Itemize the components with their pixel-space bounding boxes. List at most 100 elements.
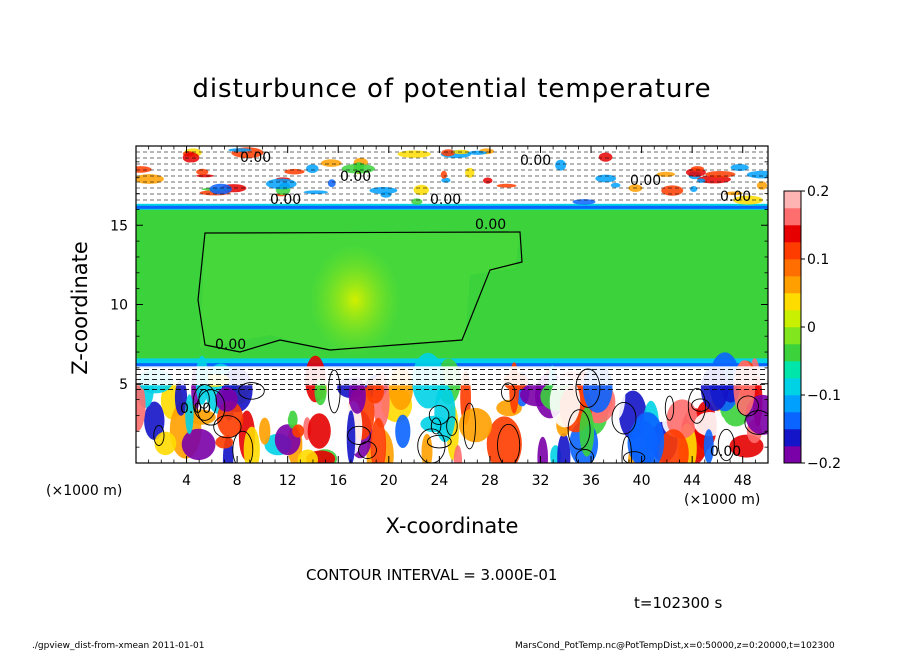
field-upper-cell [756, 181, 768, 190]
colorbar-tick-label: 0.1 [807, 252, 829, 268]
x-axis: 4 8 12 16 20 24 28 32 36 40 44 48 [148, 146, 756, 489]
contour-loop [575, 368, 601, 408]
x-tick-label: 24 [430, 473, 448, 489]
x-tick-label: 8 [233, 473, 242, 489]
contour-loop [687, 387, 706, 424]
field-upper-cell [746, 170, 768, 179]
field-upper-cell [182, 162, 201, 171]
contour-loop [622, 451, 646, 463]
colorbar-swatch [784, 378, 801, 396]
field-upper-cell [265, 178, 297, 190]
contour-label: 0.00 [215, 337, 246, 353]
field-upper-cell [397, 150, 431, 158]
field-upper-cell [327, 179, 336, 188]
field-convective-cell [557, 433, 571, 463]
contour-label: 0.00 [180, 401, 211, 417]
colorbar-swatch [784, 310, 801, 328]
field-upper-cell [413, 184, 429, 196]
colorbar-swatch [784, 344, 801, 362]
colorbar-swatch [784, 395, 801, 413]
colorbar-swatch [784, 446, 801, 464]
contour-label: 0.00 [520, 153, 551, 169]
colorbar-swatch [784, 191, 801, 209]
heatmap-field [136, 146, 768, 463]
y-axis: 5 10 15 [110, 161, 768, 448]
field-convective-cell [346, 410, 356, 463]
field-convective-cell [136, 379, 146, 432]
field-upper-cell [496, 183, 517, 188]
field-convective-cell [370, 417, 387, 463]
contour-loop [213, 415, 242, 439]
contour-label: 0.00 [630, 173, 661, 189]
field-upper-cell [705, 171, 736, 178]
contour-label: 0.00 [720, 189, 751, 205]
x-tick-label: 16 [329, 473, 347, 489]
field-convective-cell [181, 428, 216, 461]
contour-lines [136, 151, 768, 463]
contour-loop [497, 423, 521, 463]
field-upper-cell [196, 174, 214, 178]
field-convective-cell [185, 394, 194, 435]
x-tick-label: 20 [380, 473, 398, 489]
colorbar-swatch [784, 225, 801, 243]
field-upper-cell [136, 174, 164, 184]
field-convective-cell [703, 429, 714, 463]
contour-loop [196, 389, 226, 426]
field-upper-cell [468, 150, 487, 155]
field-upper-cell [306, 164, 319, 174]
contour-loop [327, 369, 341, 414]
field-upper-cell [507, 170, 524, 178]
colorbar-tick-label: −0.2 [807, 456, 841, 472]
colorbar-swatch [784, 293, 801, 311]
field-upper-cell [440, 170, 447, 179]
x-tick-label: 12 [279, 473, 297, 489]
field-upper-cell [380, 191, 392, 198]
x-scale-label-left: (×1000 m) [46, 483, 123, 499]
contour-loop [737, 395, 759, 417]
x-tick-label: 48 [734, 473, 752, 489]
colorbar-swatch [784, 242, 801, 260]
field-upper-cell [209, 183, 232, 195]
field-upper-cell [690, 186, 698, 192]
field-convective-cell [598, 431, 613, 451]
colorbar-swatch [784, 259, 801, 277]
contour-loop [611, 401, 637, 435]
field-convective-cell [579, 407, 595, 457]
contour-loop [575, 449, 595, 463]
colorbar-swatch [784, 276, 801, 294]
field-convective-cell [630, 412, 665, 463]
x-tick-label: 28 [481, 473, 499, 489]
contour-label: 0.00 [710, 444, 741, 460]
field-upper-cell [598, 152, 613, 162]
field-warm-core [310, 245, 400, 355]
contour-interval-label: CONTOUR INTERVAL = 3.000E-01 [306, 566, 558, 584]
footer-script-info: ./gpview_dist-from-xmean 2011-01-01 [32, 641, 205, 651]
field-upper-cell [303, 190, 328, 194]
chart-title: disturbunce of potential temperature [192, 74, 712, 104]
contour-label: 0.00 [475, 217, 506, 233]
contour-loop [428, 405, 450, 425]
field-convective-cell [453, 445, 463, 463]
y-axis-label: Z-coordinate [68, 241, 92, 375]
y-tick-label: 15 [110, 218, 128, 234]
field-upper-cell [182, 152, 200, 163]
contour-loop [621, 435, 633, 463]
field-upper-boundary-core [136, 205, 768, 209]
contour-loop [664, 395, 675, 421]
colorbar-tick-label: 0 [807, 320, 816, 336]
contour-loop [192, 384, 217, 421]
x-tick-label: 4 [182, 473, 191, 489]
footer-file-info: MarsCond_PotTemp.nc@PotTempDist,x=0:5000… [515, 641, 835, 651]
x-tick-label: 40 [633, 473, 651, 489]
field-convective-cell [395, 414, 411, 448]
field-upper-cell [595, 174, 617, 183]
field-upper-cell [572, 199, 596, 205]
field-convective-cell [421, 433, 433, 463]
colorbar: 0.2 0.1 0 −0.1 −0.2 [783, 184, 841, 472]
field-upper-cell [555, 159, 566, 171]
field-convective-cell [348, 377, 366, 414]
field-upper-cell [411, 198, 423, 205]
field-convective-cell [287, 410, 298, 429]
x-tick-label: 44 [683, 473, 701, 489]
field-upper-cell [730, 164, 749, 171]
